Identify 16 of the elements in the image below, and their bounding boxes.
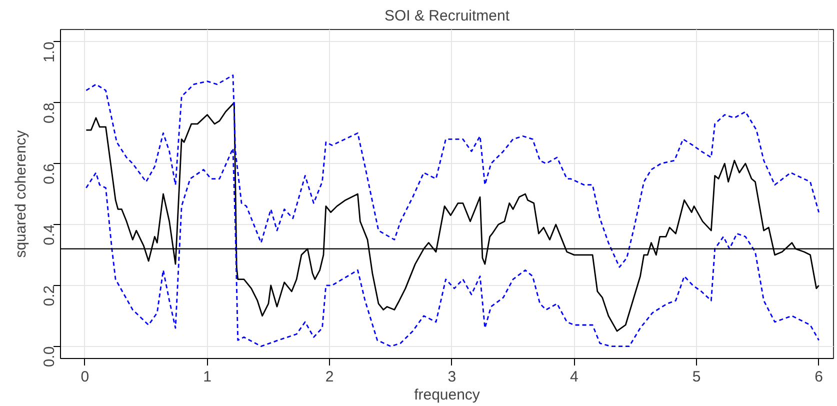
x-tick-label: 3 (448, 368, 456, 386)
y-axis-title: squared coherency (12, 130, 30, 258)
x-axis-title: frequency (414, 386, 480, 404)
x-tick-label: 0 (80, 368, 90, 386)
y-tick-label: 0.0 (41, 346, 58, 368)
y-tick-label: 0.2 (41, 285, 58, 306)
x-tick-label: 5 (692, 368, 701, 386)
x-tick-label: 6 (814, 368, 823, 386)
x-tick-label: 4 (570, 368, 578, 386)
x-tick-label: 1 (203, 368, 212, 386)
y-tick-label: 0.4 (41, 224, 58, 246)
y-tick-label: 1.0 (41, 42, 58, 63)
x-tick-label: 2 (325, 368, 334, 386)
y-tick-label: 0.6 (41, 164, 58, 184)
y-tick-label: 0.8 (41, 102, 58, 124)
chart-title: SOI & Recruitment (384, 8, 510, 24)
